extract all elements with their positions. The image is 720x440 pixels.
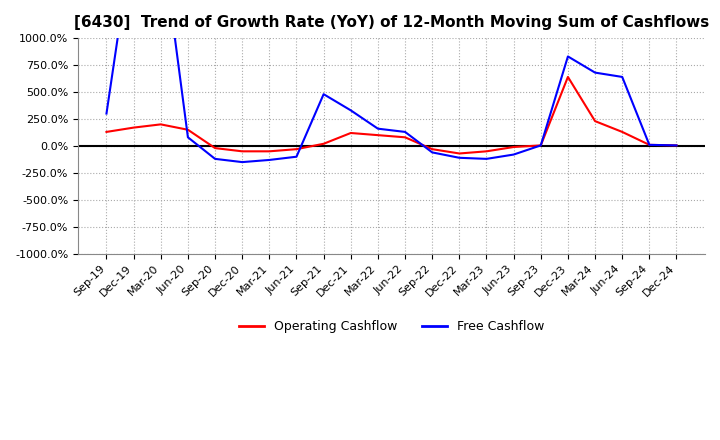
Free Cashflow [536, 143, 545, 148]
Operating Cashflow [346, 130, 355, 136]
Free Cashflow [319, 92, 328, 97]
Operating Cashflow [265, 149, 274, 154]
Free Cashflow [102, 111, 111, 116]
Free Cashflow [374, 126, 382, 131]
Line: Free Cashflow: Free Cashflow [107, 0, 677, 162]
Operating Cashflow [509, 144, 518, 150]
Free Cashflow [211, 156, 220, 161]
Operating Cashflow [536, 143, 545, 148]
Free Cashflow [238, 159, 246, 165]
Operating Cashflow [319, 141, 328, 147]
Free Cashflow [346, 108, 355, 113]
Operating Cashflow [102, 129, 111, 135]
Free Cashflow [265, 158, 274, 163]
Free Cashflow [564, 54, 572, 59]
Free Cashflow [509, 152, 518, 157]
Free Cashflow [428, 150, 436, 155]
Free Cashflow [482, 156, 491, 161]
Operating Cashflow [211, 146, 220, 151]
Operating Cashflow [184, 127, 192, 132]
Free Cashflow [292, 154, 301, 159]
Free Cashflow [645, 142, 654, 147]
Operating Cashflow [482, 149, 491, 154]
Title: [6430]  Trend of Growth Rate (YoY) of 12-Month Moving Sum of Cashflows: [6430] Trend of Growth Rate (YoY) of 12-… [74, 15, 709, 30]
Operating Cashflow [455, 151, 464, 156]
Operating Cashflow [238, 149, 246, 154]
Free Cashflow [184, 135, 192, 140]
Operating Cashflow [618, 129, 626, 135]
Operating Cashflow [645, 142, 654, 147]
Operating Cashflow [564, 74, 572, 80]
Operating Cashflow [374, 132, 382, 138]
Operating Cashflow [292, 147, 301, 152]
Free Cashflow [401, 129, 410, 135]
Legend: Operating Cashflow, Free Cashflow: Operating Cashflow, Free Cashflow [233, 315, 549, 338]
Free Cashflow [672, 143, 681, 148]
Operating Cashflow [130, 125, 138, 130]
Operating Cashflow [590, 118, 599, 124]
Operating Cashflow [428, 147, 436, 152]
Operating Cashflow [672, 143, 681, 148]
Line: Operating Cashflow: Operating Cashflow [107, 77, 677, 154]
Free Cashflow [590, 70, 599, 75]
Operating Cashflow [156, 122, 165, 127]
Operating Cashflow [401, 135, 410, 140]
Free Cashflow [455, 155, 464, 161]
Free Cashflow [618, 74, 626, 80]
